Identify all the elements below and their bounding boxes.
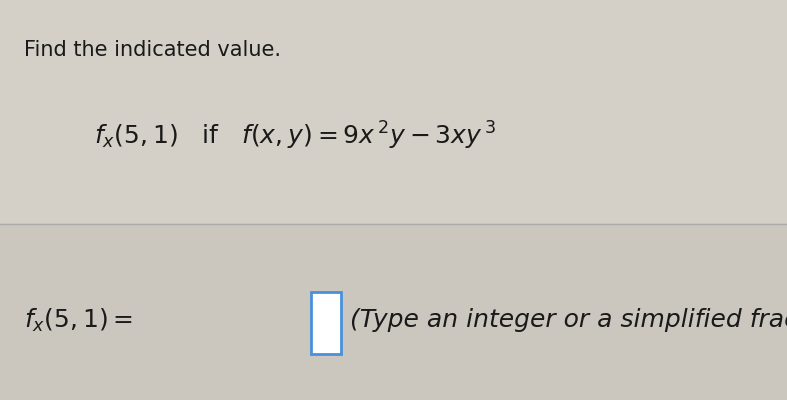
Text: $f_x(5,1) = $: $f_x(5,1) = $ [24,306,133,334]
Bar [311,292,341,354]
Text: (Type an integer or a simplified fraction: (Type an integer or a simplified fractio… [350,308,787,332]
Text: Find the indicated value.: Find the indicated value. [24,40,281,60]
Text: $f_x(5,1)$   if   $f(x,y) = 9x^{\,2}y - 3xy^{\,3}$: $f_x(5,1)$ if $f(x,y) = 9x^{\,2}y - 3xy^… [94,120,497,152]
Bar [0,224,787,400]
